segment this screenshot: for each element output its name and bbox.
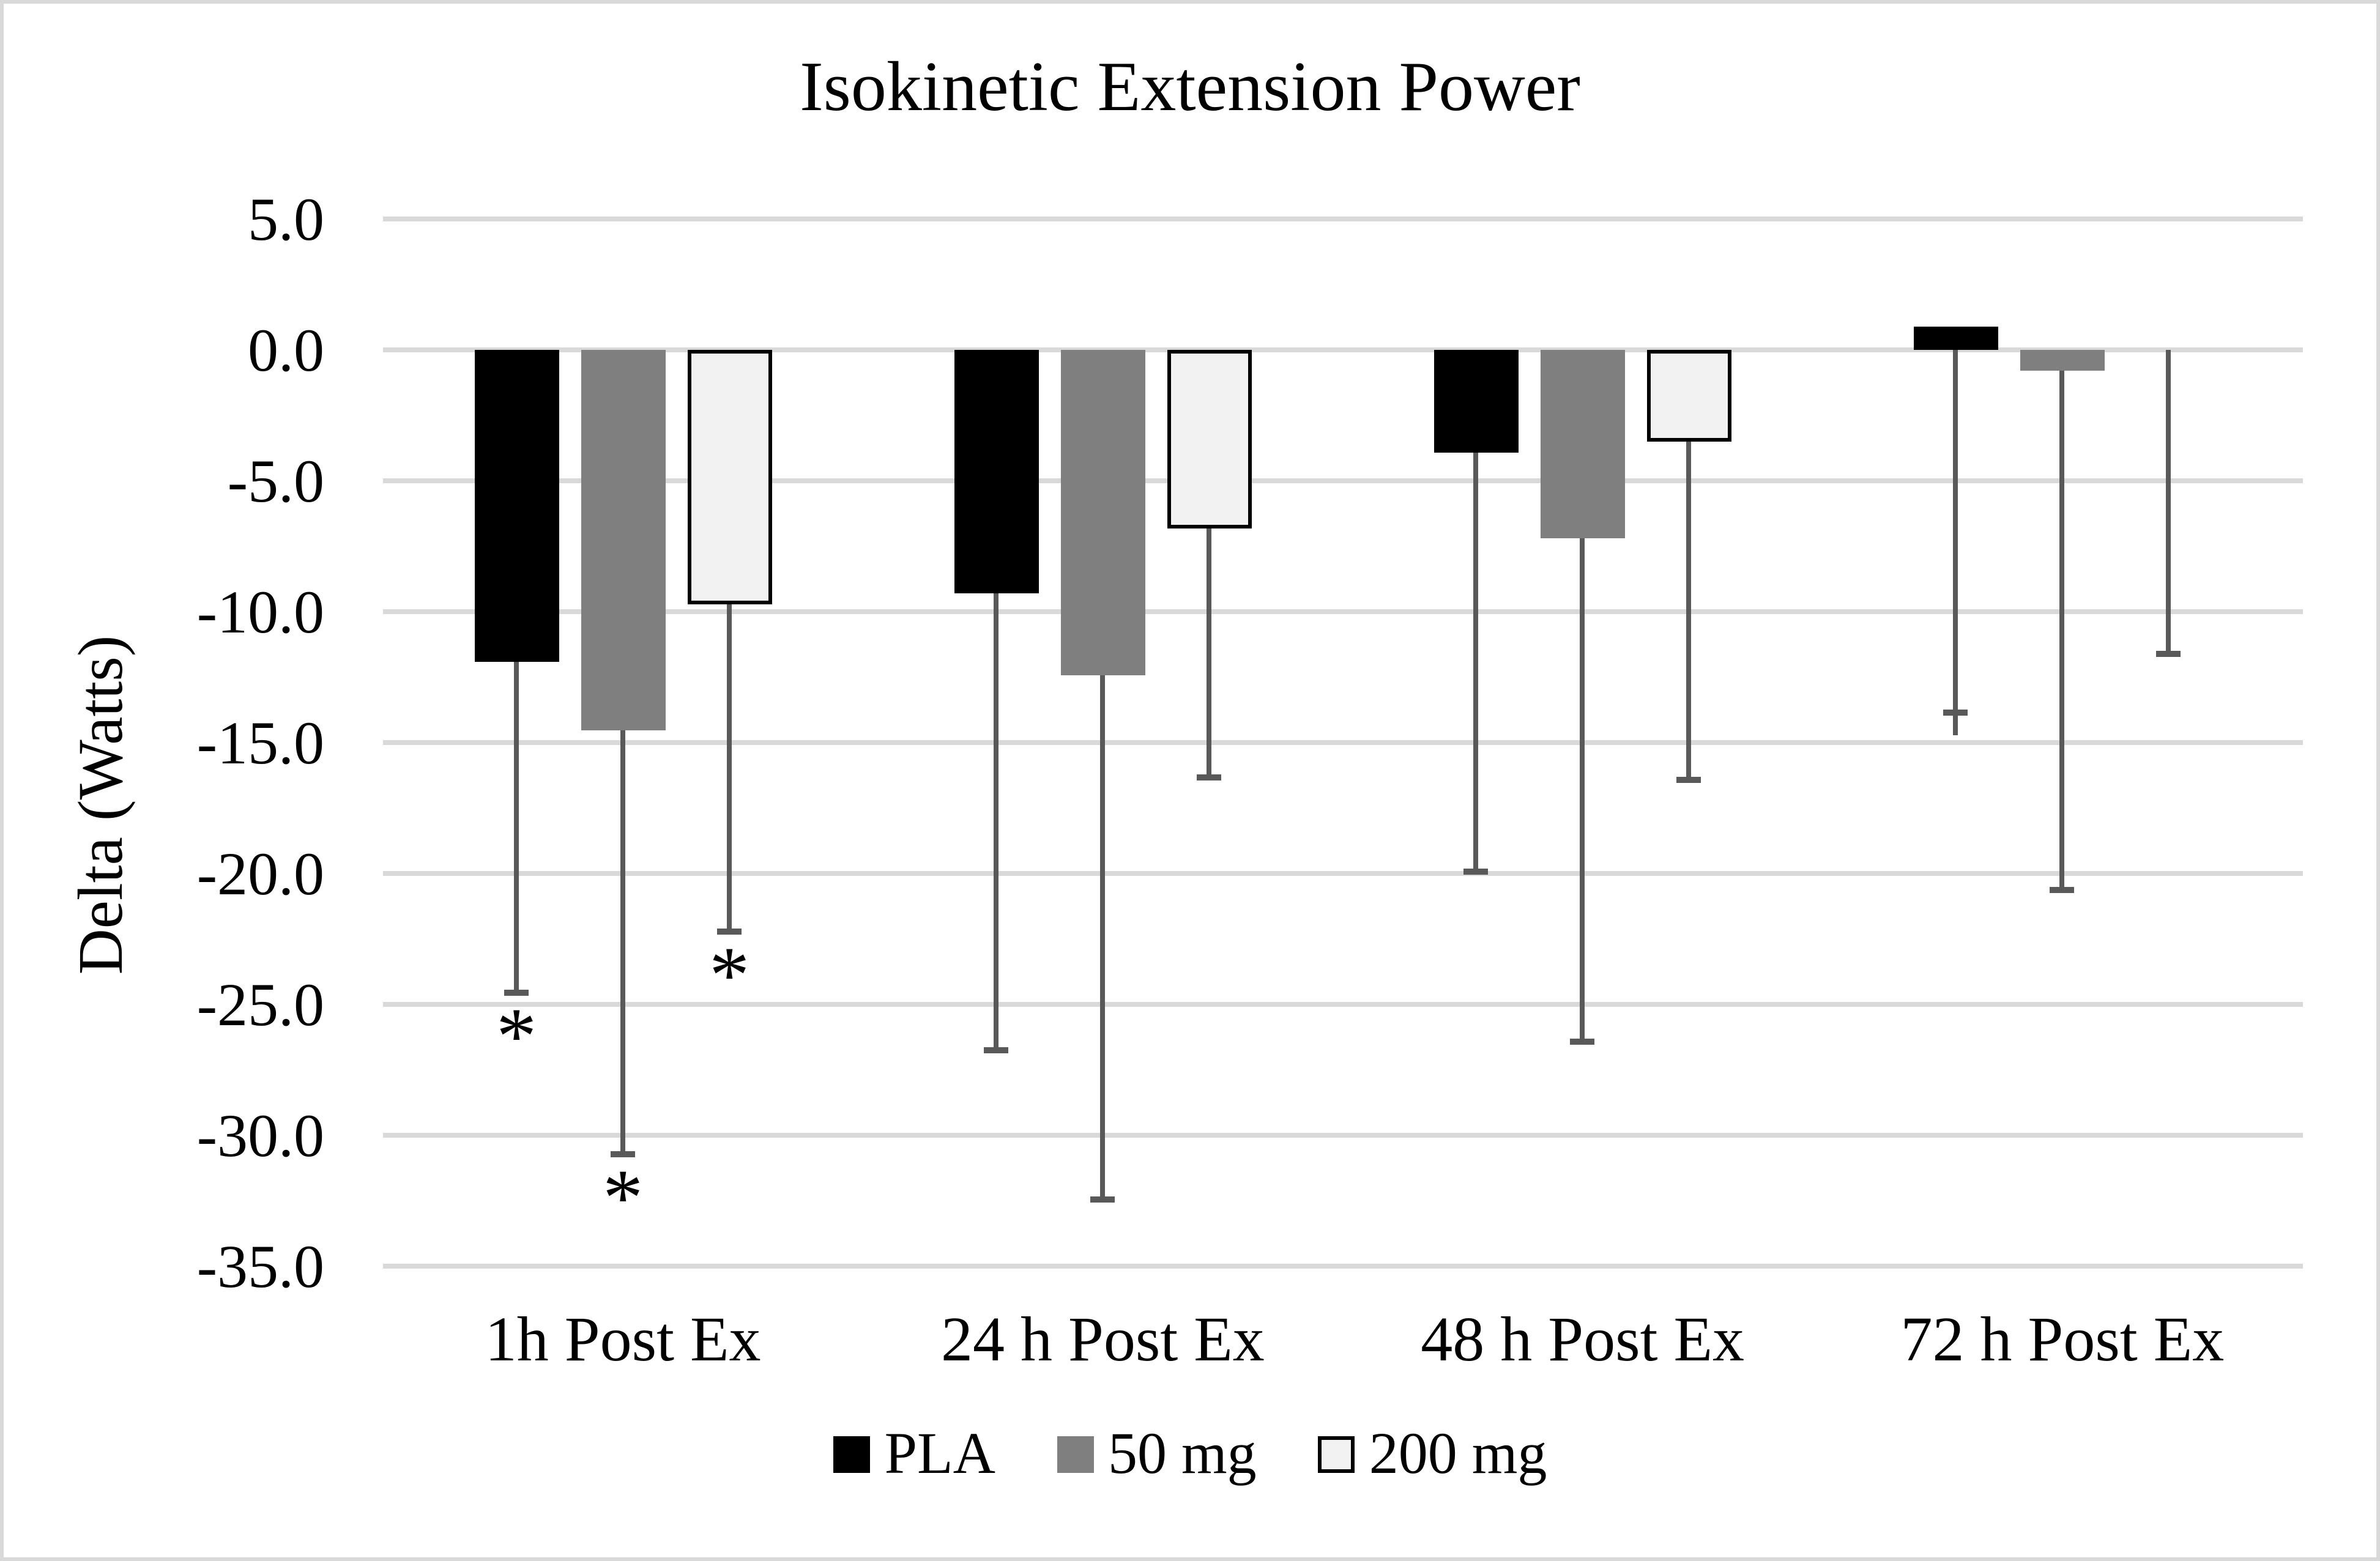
legend-swatch-50mg [1057,1436,1093,1472]
error-bar-line [2166,350,2171,654]
error-bar-line [620,730,626,1154]
error-bar-line [2059,371,2065,890]
bar-200mg-1 [687,350,772,604]
bar-200mg-3 [1646,350,1731,442]
legend-swatch-pla [833,1436,870,1472]
error-bar-cap [984,1047,1009,1053]
gridline [383,478,2302,484]
gridline [383,1264,2302,1269]
bar-pla-4 [1913,326,1998,350]
y-tick-label: -30.0 [196,1101,324,1170]
error-bar-cap [611,1151,636,1158]
y-tick-label: -35.0 [196,1232,324,1301]
bar-50mg-2 [1060,350,1145,675]
x-category-label: 24 h Post Ex [941,1305,1265,1375]
significance-marker: * [603,1154,644,1244]
bar-50mg-1 [581,350,666,730]
y-tick-label: -20.0 [196,839,324,908]
bar-pla-3 [1434,350,1519,453]
bar-200mg-2 [1167,350,1252,528]
legend-label-200mg: 200 mg [1369,1422,1547,1486]
error-bar-line [1100,675,1106,1199]
error-bar-line [1686,442,1692,780]
error-bar-cap [1090,1196,1115,1203]
legend-swatch-200mg [1317,1436,1355,1472]
bar-pla-1 [474,350,559,662]
gridline [383,740,2302,746]
error-bar-cap [2156,651,2181,658]
error-bar-line [1473,452,1479,872]
gridline [383,216,2302,221]
error-bar-line [994,593,999,1050]
error-bar-cap [717,929,742,935]
significance-marker: * [496,992,537,1081]
error-bar-cap [1570,1039,1595,1045]
legend-item-pla: PLA [833,1420,995,1488]
gridline [383,1002,2302,1007]
plot-area: 5.0 0.0 -5.0 -10.0 -15.0 -20.0 -25.0 -30.0 -35.0… [4,4,2376,1557]
legend-item-50mg: 50 mg [1057,1420,1257,1488]
chart-title: Isokinetic Extension Power [800,46,1580,126]
error-bar-cap [1463,869,1489,875]
error-bar-line [1580,538,1585,1042]
legend-item-200mg: 200 mg [1317,1420,1547,1488]
legend-label-50mg: 50 mg [1108,1422,1257,1486]
y-tick-label: 0.0 [248,316,324,385]
error-bar-cap [2050,887,2075,894]
gridline [383,871,2302,877]
error-bar-cap [504,989,529,996]
gridline [383,1133,2302,1138]
error-bar-cap [1943,709,1968,716]
y-tick-label: -25.0 [196,970,324,1039]
y-tick-label: -5.0 [227,447,324,516]
error-bar-cap [1197,774,1222,781]
x-category-label: 1h Post Ex [485,1305,761,1375]
error-bar-line [1207,528,1212,777]
error-bar-cap [1676,777,1701,784]
x-category-label: 72 h Post Ex [1900,1305,2225,1375]
y-tick-label: -10.0 [196,577,324,647]
y-tick-label: 5.0 [248,184,324,253]
significance-marker: * [709,931,750,1021]
error-bar-line [1953,350,1958,735]
error-bar-line [727,604,732,932]
bar-pla-2 [954,350,1039,594]
bar-50mg-4 [2020,350,2105,371]
legend-label-pla: PLA [884,1422,995,1486]
legend: PLA 50 mg 200 mg [4,1420,2376,1488]
gridline [383,347,2302,353]
bar-50mg-3 [1540,350,1625,539]
x-category-label: 48 h Post Ex [1421,1305,1744,1375]
error-bar-line [514,661,519,992]
y-tick-label: -15.0 [196,708,324,777]
gridline [383,609,2302,615]
